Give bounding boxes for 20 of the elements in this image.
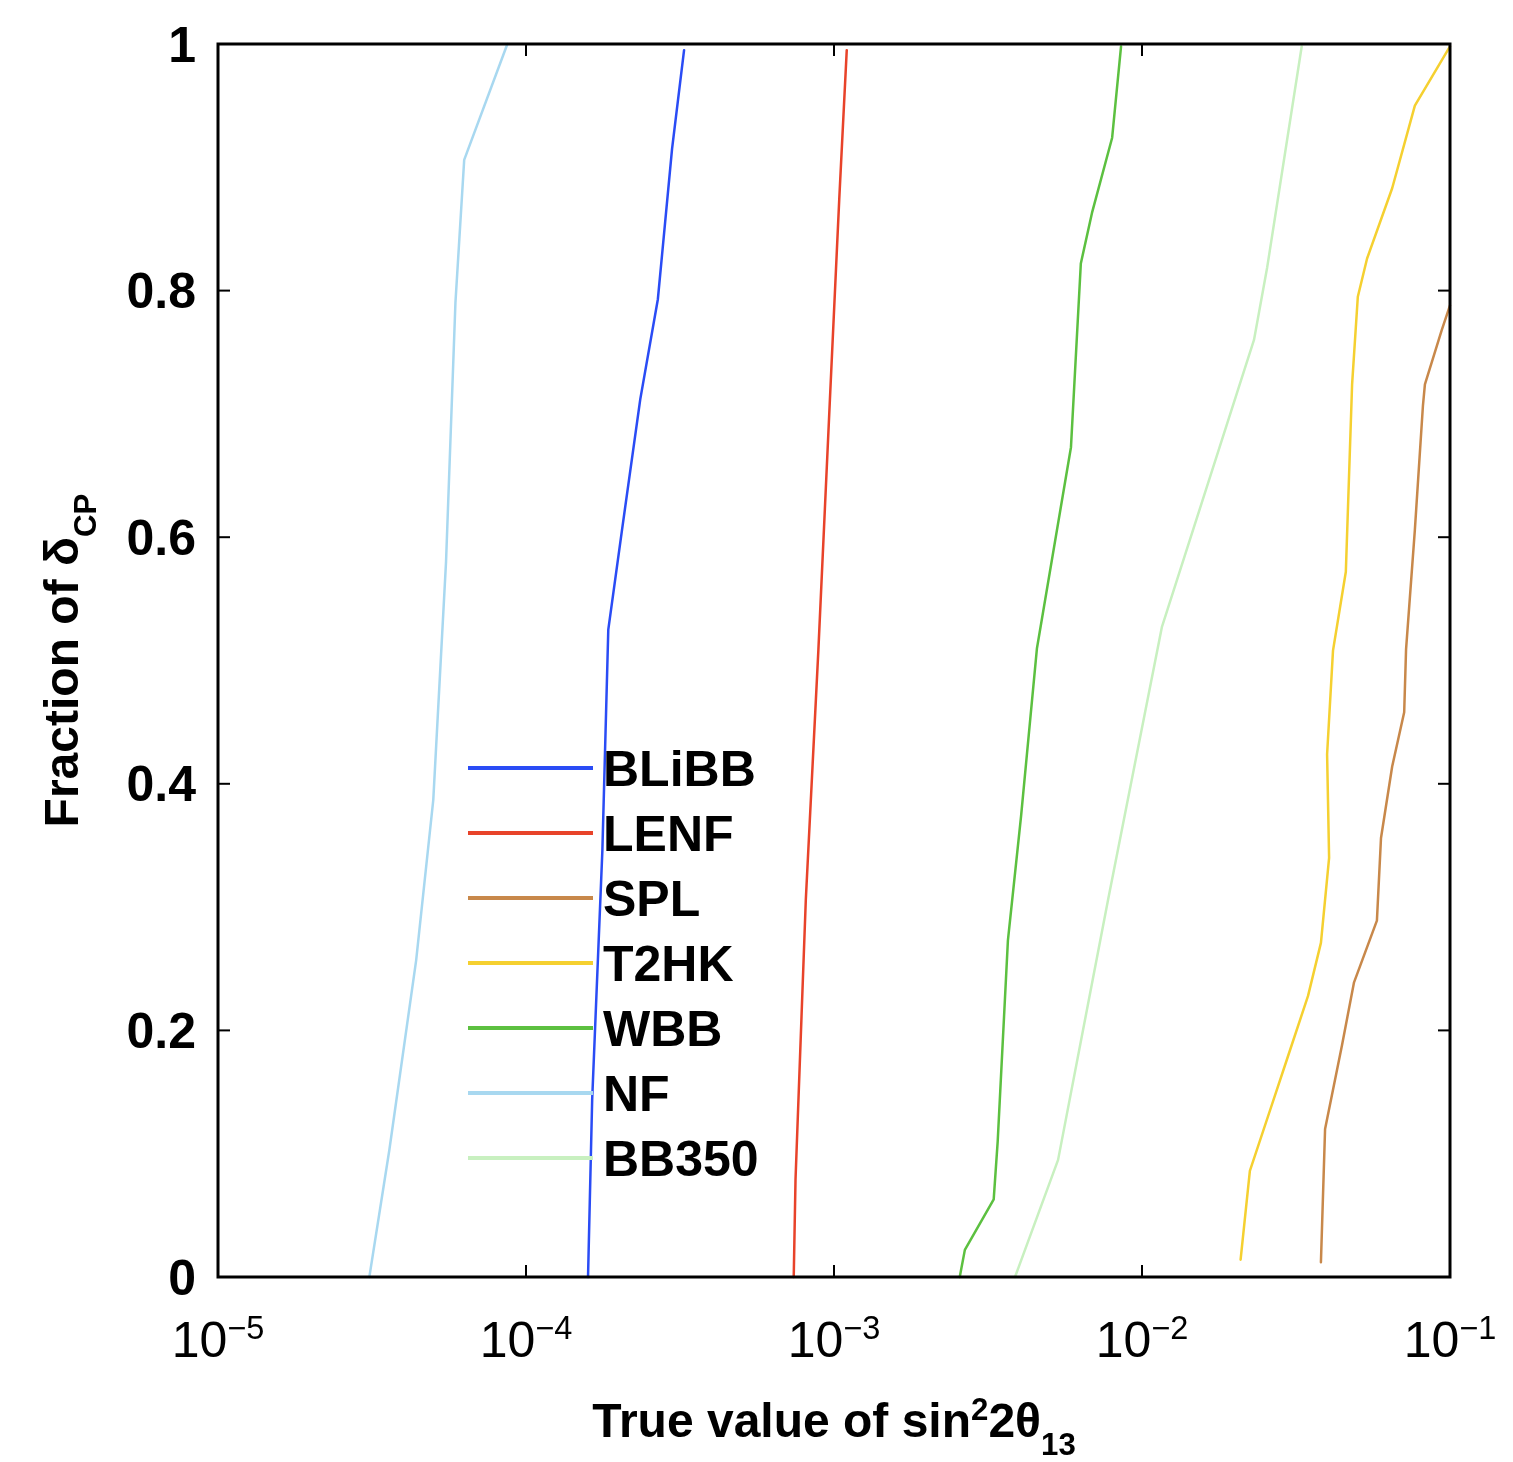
y-tick-label: 0 — [168, 1249, 196, 1306]
legend-label: NF — [603, 1065, 670, 1122]
line-series — [792, 48, 848, 1279]
legend-label: WBB — [603, 1000, 723, 1057]
x-tick-label: 10$^{−5}$ — [171, 1310, 265, 1368]
y-tick-label: 0.4 — [126, 756, 197, 813]
legend-label: LENF — [603, 805, 734, 862]
y-tick-label: 1 — [168, 16, 196, 73]
y-tick-label: 0.8 — [126, 263, 196, 320]
x-tick-label: 10$^{−3}$ — [787, 1310, 881, 1368]
legend-label: SPL — [603, 870, 701, 927]
x-tick-label: 10$^{−4}$ — [479, 1310, 573, 1368]
y-tick-label: 0.2 — [126, 1002, 196, 1059]
legend-label: BLiBB — [603, 740, 756, 797]
x-axis-title: True value of sin$^{2}$2θ$_{13}$ — [592, 1391, 1076, 1462]
legend-label: BB350 — [603, 1130, 759, 1187]
legend-label: T2HK — [603, 935, 734, 992]
x-tick-label: 10$^{−2}$ — [1095, 1310, 1189, 1368]
y-tick-label: 0.6 — [126, 509, 196, 566]
x-tick-label: 10$^{−1}$ — [1403, 1310, 1497, 1368]
